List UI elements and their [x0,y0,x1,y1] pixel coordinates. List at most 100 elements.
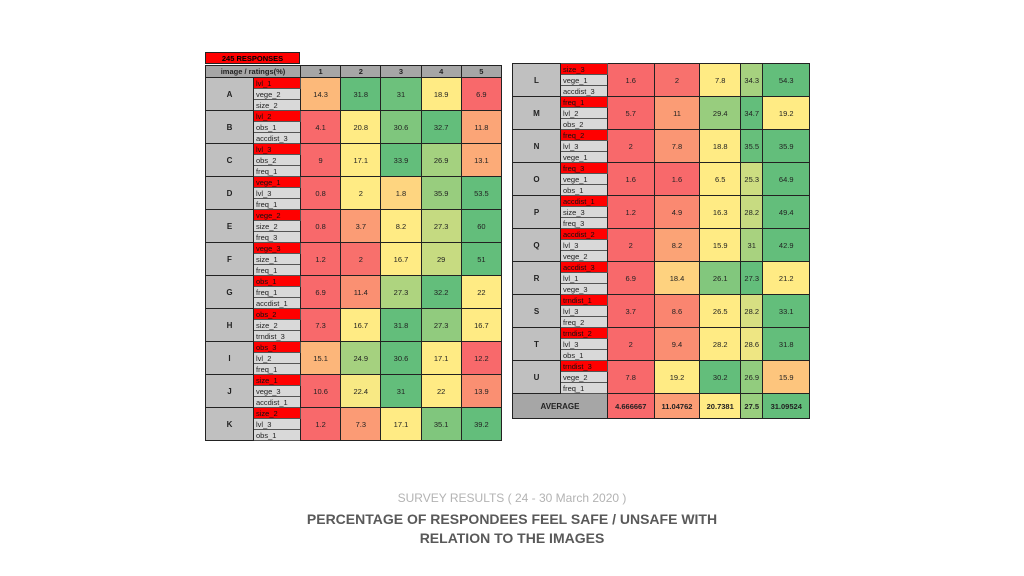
factor-label: lvl_3 [253,187,301,199]
rating-value-cell: 49.4 [762,195,810,229]
factor-label: vege_2 [560,371,608,383]
factor-label: lvl_3 [253,143,301,155]
factor-label: obs_2 [560,118,608,130]
rating-value-cell: 16.7 [380,242,422,276]
rating-value-cell: 22 [460,275,503,309]
rating-value-cell: 7.3 [299,308,342,342]
rating-value-cell: 9 [299,143,342,177]
rating-value-cell: 4.1 [299,110,342,144]
rating-value-cell: 3.7 [340,209,382,243]
factor-label: size_2 [253,407,301,419]
rating-value-cell: 30.6 [380,110,422,144]
factor-label: vege_1 [253,176,301,188]
factor-label: size_2 [253,220,301,232]
rating-value-cell: 1.6 [653,162,701,196]
average-value: 4.666667 [607,393,655,419]
table-row: vege_2 [513,250,810,262]
rating-value-cell: 6.9 [607,261,655,295]
factor-label: accdist_3 [560,261,608,273]
factor-label: obs_1 [560,349,608,361]
rating-value-cell: 39.2 [460,407,503,441]
rating-value-cell: 54.3 [762,63,810,97]
factor-label: obs_2 [253,308,301,320]
factor-label: accdist_3 [560,85,608,97]
rating-value-cell: 24.9 [340,341,382,375]
image-id: M [512,96,561,130]
factor-label: freq_2 [560,316,608,328]
rating-value-cell: 28.2 [739,294,764,328]
factor-label: freq_3 [560,162,608,174]
factor-label: lvl_2 [253,110,301,122]
factor-label: freq_2 [560,129,608,141]
factor-label: vege_2 [253,209,301,221]
rating-value-cell: 6.9 [460,77,503,111]
rating-value-cell: 11.8 [460,110,503,144]
rating-value-cell: 19.2 [653,360,701,394]
rating-value-cell: 27.3 [420,209,462,243]
factor-label: trndist_3 [560,360,608,372]
rating-value-cell: 9.4 [653,327,701,361]
table-row: lvl_3 [513,140,810,152]
factor-label: lvl_3 [253,418,301,430]
rating-value-cell: 28.6 [739,327,764,361]
image-id: S [512,294,561,328]
rating-value-cell: 32.2 [420,275,462,309]
factor-label: lvl_2 [253,352,301,364]
image-id: P [512,195,561,229]
rating-value-cell: 8.2 [653,228,701,262]
image-id: K [205,407,254,441]
factor-label: freq_1 [253,165,301,177]
rating-value-cell: 16.7 [340,308,382,342]
image-id: D [205,176,254,210]
rating-value-cell: 12.2 [460,341,503,375]
rating-value-cell: 26.1 [699,261,741,295]
factor-label: vege_2 [560,250,608,262]
factor-label: size_3 [560,206,608,218]
average-row: AVERAGE 4.666667 11.04762 20.7381 27.5 31.095… [512,393,810,419]
rating-value-cell: 31.8 [380,308,422,342]
rating-value-cell: 13.1 [460,143,503,177]
rating-value-cell: 26.5 [699,294,741,328]
rating-value-cell: 10.6 [299,374,342,408]
rating-value-cell: 7.8 [699,63,741,97]
factor-label: obs_1 [253,429,301,441]
rating-value-cell: 29.4 [699,96,741,130]
rating-value-cell: 7.8 [653,129,701,163]
average-value: 31.09524 [762,393,810,419]
rating-value-cell: 19.2 [762,96,810,130]
rating-value-cell: 0.8 [299,209,342,243]
rating-value-cell: 11.4 [340,275,382,309]
table-row: freq_3 [206,231,502,243]
rating-value-cell: 31 [739,228,764,262]
factor-label: obs_1 [253,121,301,133]
caption-title-line1: PERCENTAGE OF RESPONDEES FEEL SAFE / UNS… [306,511,718,527]
factor-label: freq_1 [253,363,301,375]
rating-value-cell: 31 [380,77,422,111]
rating-value-cell: 3.7 [607,294,655,328]
factor-label: vege_1 [560,74,608,86]
factor-label: size_1 [253,253,301,265]
rating-header: 4 [420,65,462,78]
header-label: image / ratings(%) [205,65,301,78]
rating-value-cell: 35.9 [420,176,462,210]
image-id: R [512,261,561,295]
rating-value-cell: 33.9 [380,143,422,177]
image-id: B [205,110,254,144]
rating-value-cell: 31.8 [340,77,382,111]
factor-label: freq_3 [560,217,608,229]
rating-value-cell: 1.6 [607,63,655,97]
caption-survey-dates: SURVEY RESULTS ( 24 - 30 March 2020 ) [397,491,627,505]
factor-label: size_1 [253,374,301,386]
